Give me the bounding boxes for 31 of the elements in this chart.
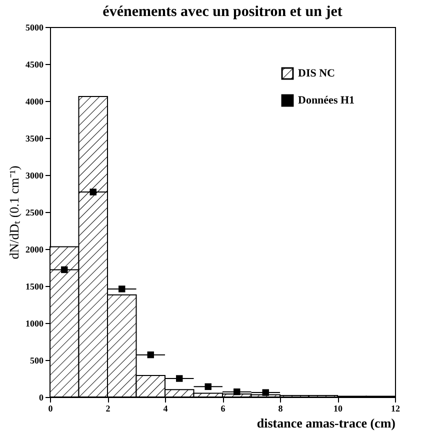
y-tick-label: 1000 bbox=[26, 318, 44, 328]
x-tick-label: 10 bbox=[334, 404, 343, 414]
y-tick-label: 1500 bbox=[26, 282, 44, 292]
point bbox=[118, 286, 126, 292]
y-tick-label: 4500 bbox=[26, 60, 44, 70]
x-axis-title: distance amas-trace (cm) bbox=[256, 416, 396, 430]
point bbox=[204, 383, 212, 390]
point bbox=[90, 188, 96, 196]
legend-label: DIS NC bbox=[298, 68, 336, 80]
x-tick-label: 4 bbox=[163, 404, 168, 414]
legend-label: Données H1 bbox=[298, 94, 355, 106]
y-tick-label: 4000 bbox=[26, 96, 44, 106]
x-tick-label: 6 bbox=[220, 404, 226, 414]
x-tick-label: 2 bbox=[106, 404, 111, 414]
y-tick-label: 2000 bbox=[26, 244, 44, 254]
point bbox=[61, 266, 68, 274]
chart-title: événements avec un positron et un jet bbox=[102, 4, 342, 20]
x-tick-label: 12 bbox=[391, 404, 400, 414]
point bbox=[262, 389, 269, 396]
x-tick-label: 0 bbox=[48, 404, 54, 414]
y-tick-label: 3000 bbox=[26, 170, 44, 180]
point bbox=[234, 388, 240, 396]
point bbox=[176, 375, 183, 382]
x-tick-label: 8 bbox=[278, 404, 284, 414]
y-tick-label: 5000 bbox=[26, 22, 44, 32]
point bbox=[147, 351, 154, 358]
y-tick-label: 500 bbox=[30, 356, 44, 366]
y-axis-title: dN/dDₜ (0.1 cm⁻¹) bbox=[6, 166, 22, 260]
y-tick-label: 0 bbox=[39, 392, 44, 402]
y-tick-label: 3500 bbox=[26, 134, 44, 144]
y-tick-label: 2500 bbox=[26, 208, 44, 218]
